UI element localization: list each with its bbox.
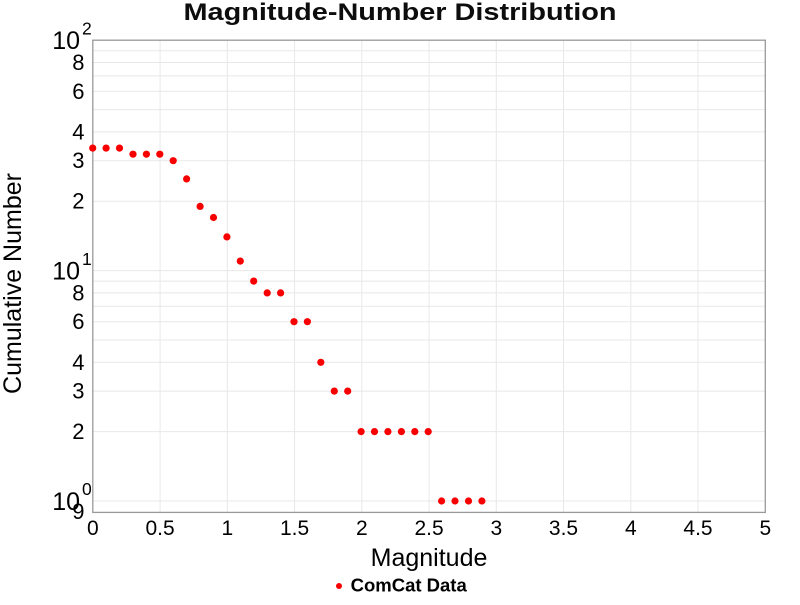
- svg-text:10: 10: [52, 27, 80, 55]
- svg-text:9: 9: [72, 499, 84, 524]
- svg-text:0.5: 0.5: [145, 517, 174, 540]
- svg-text:4: 4: [72, 350, 84, 375]
- svg-text:2.5: 2.5: [414, 517, 443, 540]
- svg-text:Cumulative Number: Cumulative Number: [0, 173, 27, 394]
- svg-text:6: 6: [72, 309, 84, 334]
- svg-text:10: 10: [52, 488, 80, 516]
- svg-text:ComCat Data: ComCat Data: [351, 575, 468, 596]
- svg-text:2: 2: [72, 189, 84, 214]
- svg-text:1.5: 1.5: [280, 517, 309, 540]
- svg-text:5: 5: [759, 517, 771, 540]
- svg-text:Magnitude: Magnitude: [371, 544, 488, 572]
- svg-text:3: 3: [72, 379, 84, 404]
- svg-text:4.5: 4.5: [683, 517, 712, 540]
- svg-text:10: 10: [52, 258, 80, 286]
- svg-text:2: 2: [356, 517, 368, 540]
- svg-text:1: 1: [82, 249, 92, 269]
- svg-text:8: 8: [72, 50, 84, 75]
- svg-text:4: 4: [72, 119, 84, 144]
- svg-text:3: 3: [72, 148, 84, 173]
- svg-text:Magnitude-Number Distribution: Magnitude-Number Distribution: [184, 0, 617, 26]
- svg-text:4: 4: [625, 517, 637, 540]
- svg-text:8: 8: [72, 280, 84, 305]
- svg-text:3.5: 3.5: [549, 517, 578, 540]
- svg-text:2: 2: [82, 18, 92, 38]
- svg-text:1: 1: [221, 517, 233, 540]
- svg-text:3: 3: [490, 517, 502, 540]
- svg-text:6: 6: [72, 79, 84, 104]
- svg-text:0: 0: [87, 517, 99, 540]
- svg-text:0: 0: [82, 479, 92, 499]
- svg-text:2: 2: [72, 419, 84, 444]
